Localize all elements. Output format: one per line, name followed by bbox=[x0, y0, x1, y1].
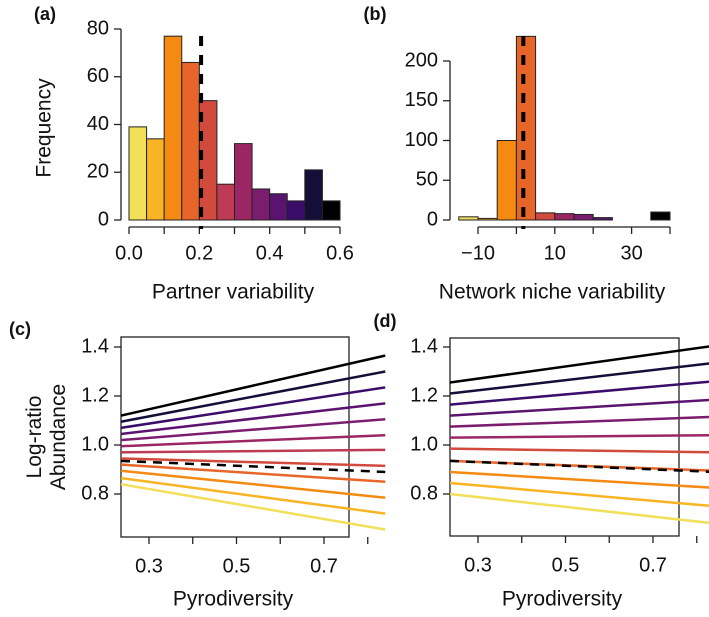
y-axis-label: Frequency bbox=[33, 78, 56, 178]
series-line bbox=[449, 415, 709, 428]
mean-dashed-line bbox=[120, 459, 386, 474]
histogram-bar bbox=[554, 213, 575, 221]
panel-c: (c) 0.8 1.0 1.2 1.4 0.3 0.5 0.7 Pyrodiversity Log… bbox=[9, 319, 386, 611]
panel-b: (b) 0 50 100 150 200 −10 10 30 Network niche vari… bbox=[364, 4, 671, 304]
x-tick-label: 0.2 bbox=[185, 242, 213, 264]
series-line bbox=[449, 433, 709, 439]
x-tick-label: 0.7 bbox=[639, 554, 667, 576]
y-tick-label: 20 bbox=[87, 161, 109, 183]
y-tick-label: 1.4 bbox=[81, 335, 109, 357]
series-line bbox=[120, 402, 386, 436]
histogram-bar bbox=[181, 61, 200, 221]
y-axis-label-line: Log-ratio bbox=[23, 396, 46, 479]
x-tick-label: 30 bbox=[620, 242, 642, 264]
histogram-bar bbox=[477, 217, 498, 221]
series-line bbox=[449, 398, 709, 417]
histogram-bar bbox=[496, 140, 517, 221]
x-tick-label: 0.6 bbox=[326, 242, 354, 264]
x-tick-label: −10 bbox=[461, 242, 495, 264]
series-line bbox=[120, 463, 386, 483]
series-line bbox=[449, 481, 709, 508]
histogram-bar bbox=[458, 216, 479, 221]
y-tick-label: 100 bbox=[405, 129, 438, 151]
panel-d: (d) 0.8 1.0 1.2 1.4 0.3 0.5 0.7 Pyrodiversity bbox=[374, 311, 709, 611]
series-line bbox=[449, 345, 709, 384]
series-line bbox=[120, 354, 386, 417]
histogram-bar bbox=[650, 211, 671, 221]
y-tick-label: 0.8 bbox=[81, 482, 109, 504]
histogram-bar bbox=[286, 200, 306, 221]
y-tick-label: 200 bbox=[405, 49, 438, 71]
x-axis-label: Network niche variability bbox=[439, 281, 666, 304]
histogram-bar bbox=[321, 200, 341, 221]
series-line bbox=[120, 448, 386, 454]
x-tick-label: 0.7 bbox=[310, 555, 338, 577]
histogram-bar bbox=[304, 169, 323, 221]
y-axis-label: Log-ratioAbundance bbox=[23, 384, 70, 490]
panel-label: (c) bbox=[9, 319, 31, 339]
series-line bbox=[449, 362, 709, 395]
y-tick-label: 50 bbox=[416, 169, 438, 191]
series-line bbox=[449, 492, 709, 525]
histogram-bar bbox=[573, 213, 594, 221]
series-line bbox=[120, 418, 386, 442]
histogram-bar bbox=[163, 35, 183, 221]
panel-label: (a) bbox=[34, 4, 56, 24]
x-tick-label: 0.5 bbox=[552, 554, 580, 576]
histogram-bar bbox=[269, 193, 288, 221]
y-tick-label: 0 bbox=[427, 208, 438, 230]
histogram-bar bbox=[216, 183, 236, 221]
series-line bbox=[120, 476, 386, 515]
histogram-bar bbox=[535, 212, 556, 221]
x-tick-label: 0.3 bbox=[464, 554, 492, 576]
y-tick-label: 0 bbox=[98, 208, 109, 230]
series-line bbox=[120, 482, 386, 531]
x-axis-label: Pyrodiversity bbox=[502, 588, 623, 611]
histogram-bar bbox=[515, 35, 537, 221]
y-axis-label-line: Abundance bbox=[47, 384, 70, 490]
x-tick-label: 10 bbox=[544, 242, 566, 264]
histogram-bar bbox=[251, 188, 271, 221]
x-tick-label: 0.5 bbox=[223, 555, 251, 577]
y-tick-label: 1.0 bbox=[410, 433, 438, 455]
series-line bbox=[449, 447, 709, 454]
panel-label: (b) bbox=[364, 4, 387, 24]
y-tick-label: 150 bbox=[405, 89, 438, 111]
series-line bbox=[120, 433, 386, 448]
mean-dashed-line bbox=[449, 459, 709, 473]
series-line bbox=[120, 469, 386, 499]
y-tick-label: 1.2 bbox=[410, 384, 438, 406]
y-tick-label: 1.4 bbox=[410, 335, 438, 357]
series-line bbox=[120, 370, 386, 423]
y-tick-label: 60 bbox=[87, 65, 109, 87]
series-line bbox=[449, 470, 709, 489]
histogram-bar bbox=[128, 126, 148, 221]
y-tick-label: 1.0 bbox=[81, 433, 109, 455]
y-tick-label: 0.8 bbox=[410, 482, 438, 504]
histogram-bar bbox=[146, 138, 165, 221]
series-line bbox=[120, 386, 386, 430]
series-line bbox=[449, 380, 709, 406]
x-tick-label: 0.0 bbox=[115, 242, 143, 264]
histogram-bar bbox=[592, 217, 613, 221]
y-tick-label: 40 bbox=[87, 113, 109, 135]
x-axis-label: Partner variability bbox=[152, 281, 315, 304]
y-tick-label: 1.2 bbox=[81, 384, 109, 406]
panel-a: (a) 0 20 40 60 80 0.0 0.2 0.4 0.6 Partner variabil… bbox=[33, 4, 354, 304]
x-axis-label: Pyrodiversity bbox=[173, 588, 294, 611]
series-line bbox=[120, 457, 386, 468]
y-tick-label: 80 bbox=[87, 17, 109, 39]
histogram-bar bbox=[234, 143, 253, 221]
x-tick-label: 0.3 bbox=[135, 555, 163, 577]
histogram-bar bbox=[198, 100, 218, 221]
x-tick-label: 0.4 bbox=[256, 242, 284, 264]
panel-label: (d) bbox=[374, 311, 397, 331]
